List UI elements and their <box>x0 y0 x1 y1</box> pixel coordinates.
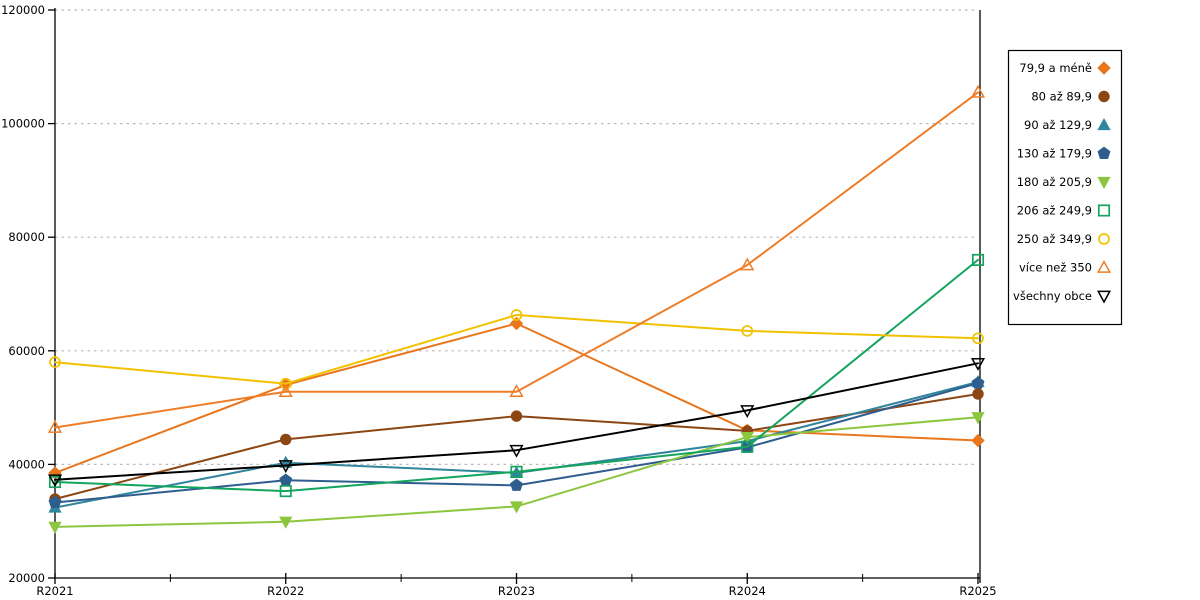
marker-circle-open <box>279 377 292 390</box>
marker-triangle-down <box>509 501 524 514</box>
legend-marker <box>1096 259 1112 273</box>
y-axis-label: 20000 <box>8 571 45 585</box>
x-axis-label: R2023 <box>498 584 535 598</box>
marker-pentagon <box>279 473 293 486</box>
marker-circle <box>510 410 523 422</box>
x-axis-label: R2022 <box>267 584 304 598</box>
marker-triangle-up-open <box>47 419 63 433</box>
x-axis-label: R2024 <box>729 584 766 598</box>
legend-item-label: 90 až 129,9 <box>1024 118 1092 132</box>
series-line <box>54 314 979 385</box>
marker-triangle-down <box>279 516 293 529</box>
marker-diamond <box>509 316 524 331</box>
marker-circle <box>280 433 292 446</box>
marker-circle <box>972 388 984 400</box>
marker-circle-open <box>510 309 523 321</box>
y-axis-label: 120000 <box>1 3 45 17</box>
legend-marker <box>1097 117 1111 131</box>
legend-marker <box>1098 90 1110 103</box>
marker-pentagon <box>510 478 523 491</box>
marker-triangle-up-open <box>970 84 986 98</box>
legend-marker <box>1097 176 1111 190</box>
legend-item-label: 180 až 205,9 <box>1017 175 1092 189</box>
marker-triangle-down <box>740 432 754 445</box>
series-line <box>54 258 979 493</box>
marker-circle-open <box>972 332 984 345</box>
marker-circle-open <box>741 325 754 337</box>
marker-triangle-down-open <box>509 444 524 458</box>
marker-pentagon <box>48 495 62 508</box>
marker-triangle-down-open <box>47 474 63 488</box>
x-axis-label: R2021 <box>36 584 73 598</box>
legend-item-label: 79,9 a méně <box>1019 61 1092 75</box>
legend-marker <box>1098 233 1110 245</box>
y-axis-label: 40000 <box>8 457 45 471</box>
marker-triangle-down <box>971 412 985 425</box>
marker-square-open <box>971 253 985 266</box>
marker-triangle-down <box>48 521 62 534</box>
marker-square-open <box>741 440 754 453</box>
legend-marker <box>1097 204 1111 217</box>
series-line <box>54 362 979 481</box>
legend-marker <box>1096 290 1112 304</box>
marker-square-open <box>510 465 523 478</box>
marker-square-open <box>279 485 292 498</box>
marker-pentagon <box>971 376 985 389</box>
legend-item-label: 130 až 179,9 <box>1017 147 1092 161</box>
marker-triangle-down-open <box>740 405 755 419</box>
marker-triangle-up-open <box>740 257 755 271</box>
marker-triangle-down-open <box>970 357 986 371</box>
series-line <box>54 91 979 429</box>
marker-diamond <box>971 433 985 448</box>
legend-item-label: více než 350 <box>1019 261 1092 275</box>
legend-item-label: 250 až 349,9 <box>1017 232 1092 246</box>
y-axis-label: 100000 <box>1 117 45 131</box>
x-axis-label: R2025 <box>959 584 996 598</box>
y-axis-label: 80000 <box>8 230 45 244</box>
legend-item-label: všechny obce <box>1013 289 1092 303</box>
legend-item-label: 206 až 249,9 <box>1017 204 1092 218</box>
marker-triangle-up-open <box>509 384 524 398</box>
marker-triangle-down-open <box>278 460 293 474</box>
legend-marker <box>1097 146 1111 159</box>
y-axis-label: 60000 <box>8 344 45 358</box>
legend-item-label: 80 až 89,9 <box>1031 90 1092 104</box>
marker-triangle-up-open <box>278 384 293 398</box>
marker-circle-open <box>49 356 61 369</box>
legend-marker <box>1097 61 1111 75</box>
